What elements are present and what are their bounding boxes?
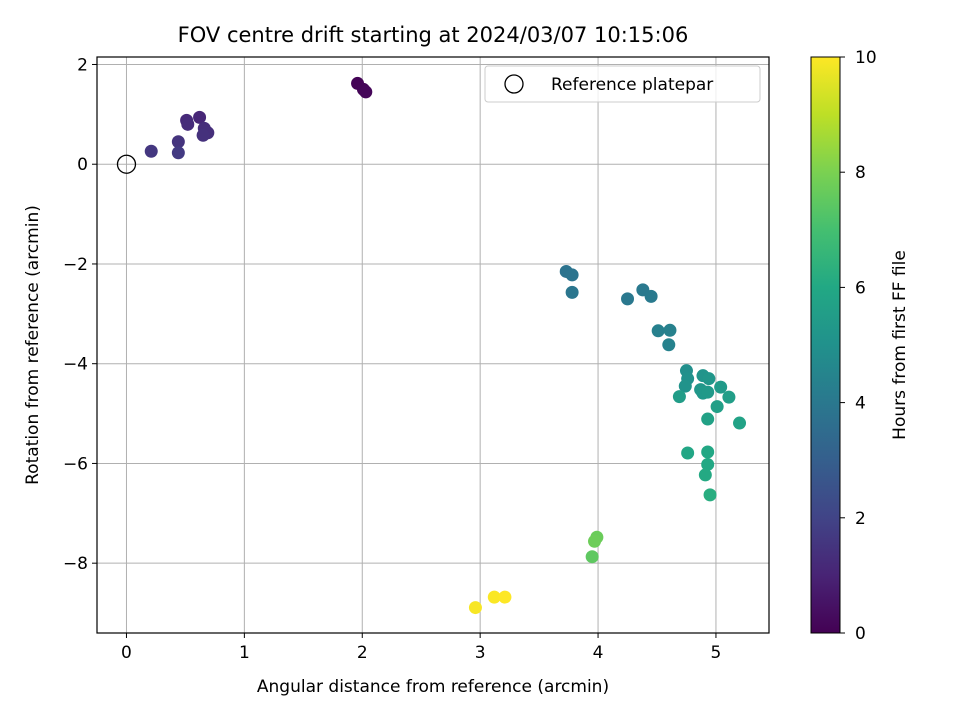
- colorbar-tick-label: 10: [855, 48, 877, 68]
- data-point: [698, 468, 712, 482]
- data-point: [621, 292, 635, 306]
- x-axis-ticks: 0 1 2 3 4 5: [121, 633, 721, 663]
- data-point: [487, 590, 501, 604]
- legend-marker-reference: [504, 74, 524, 94]
- colorbar-tick-label: 4: [855, 394, 866, 414]
- data-point: [701, 385, 715, 399]
- data-point: [701, 412, 715, 426]
- y-tick-label: −4: [63, 355, 88, 375]
- data-point: [181, 117, 195, 131]
- data-point: [701, 457, 715, 471]
- data-point: [588, 534, 602, 548]
- legend-box: [484, 65, 761, 103]
- x-tick-label: 3: [475, 643, 486, 663]
- y-tick-label: −6: [63, 454, 88, 474]
- data-point: [733, 416, 747, 430]
- legend: Reference platepar: [484, 65, 761, 103]
- data-point: [144, 144, 158, 158]
- data-points: [116, 76, 747, 615]
- data-point: [651, 324, 665, 338]
- y-tick-label: 0: [77, 155, 88, 175]
- x-tick-label: 4: [593, 643, 604, 663]
- chart-title: FOV centre drift starting at 2024/03/07 …: [178, 23, 689, 47]
- colorbar-label: Hours from first FF file: [890, 250, 910, 440]
- data-point: [193, 110, 207, 124]
- data-point: [678, 379, 692, 393]
- data-point: [662, 338, 676, 352]
- colorbar-tick-label: 2: [855, 509, 866, 529]
- legend-label-reference: Reference platepar: [551, 75, 713, 95]
- data-point: [171, 135, 185, 149]
- data-point: [722, 390, 736, 404]
- y-tick-label: −2: [63, 255, 88, 275]
- data-point: [585, 550, 599, 564]
- x-tick-label: 0: [121, 643, 132, 663]
- y-axis-ticks: 2 0 −2 −4 −6 −8: [63, 55, 97, 574]
- data-point: [359, 85, 373, 99]
- plot-frame: [96, 56, 770, 634]
- data-point: [663, 323, 677, 337]
- data-point: [565, 268, 579, 282]
- data-point: [565, 285, 579, 299]
- x-tick-label: 5: [711, 643, 722, 663]
- data-point: [171, 146, 185, 160]
- x-axis-label: Angular distance from reference (arcmin): [257, 677, 609, 697]
- data-point: [468, 601, 482, 615]
- y-tick-label: 2: [77, 55, 88, 75]
- data-point: [644, 289, 658, 303]
- data-point: [710, 400, 724, 414]
- y-axis-label: Rotation from reference (arcmin): [23, 205, 43, 485]
- colorbar-tick-label: 8: [855, 163, 866, 183]
- data-point: [498, 590, 512, 604]
- axes: [96, 56, 770, 634]
- colorbar-tick-label: 6: [855, 278, 866, 298]
- colorbar: 0 2 4 6 8 10 Hours from first FF file: [810, 48, 910, 644]
- y-tick-label: −8: [63, 554, 88, 574]
- colorbar-tick-label: 0: [855, 624, 866, 644]
- grid-lines: [97, 57, 769, 633]
- data-point: [701, 445, 715, 459]
- reference-platepar-marker: [116, 154, 137, 174]
- colorbar-gradient: [810, 56, 841, 634]
- data-point: [702, 372, 716, 386]
- colorbar-ticks: 0 2 4 6 8 10: [840, 48, 877, 644]
- data-point: [681, 446, 695, 460]
- data-point: [714, 380, 728, 394]
- data-point: [703, 488, 717, 502]
- data-point: [672, 390, 686, 404]
- x-tick-label: 1: [239, 643, 250, 663]
- x-tick-label: 2: [357, 643, 368, 663]
- data-point: [196, 128, 210, 142]
